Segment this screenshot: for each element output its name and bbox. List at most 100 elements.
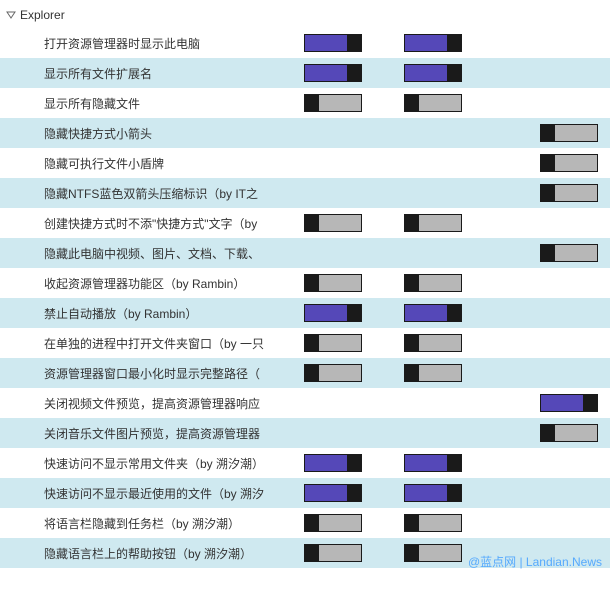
toggle-switch[interactable] (304, 454, 362, 472)
option-label: 隐藏此电脑中视频、图片、文档、下载、 (44, 245, 294, 262)
toggle-switch[interactable] (304, 484, 362, 502)
option-row: 快速访问不显示常用文件夹（by 溯汐潮） (0, 448, 610, 478)
toggle-switch[interactable] (404, 274, 462, 292)
toggle-group (294, 304, 610, 322)
option-row: 禁止自动播放（by Rambin） (0, 298, 610, 328)
toggle-switch[interactable] (540, 154, 598, 172)
toggle-knob (447, 65, 461, 81)
toggle-fill (319, 215, 361, 231)
toggle-switch[interactable] (304, 274, 362, 292)
toggle-switch[interactable] (304, 514, 362, 532)
option-row: 资源管理器窗口最小化时显示完整路径（ (0, 358, 610, 388)
toggle-fill (319, 515, 361, 531)
toggle-knob (541, 425, 555, 441)
toggle-fill (319, 275, 361, 291)
toggle-group (294, 184, 610, 202)
toggle-knob (305, 215, 319, 231)
toggle-group (294, 244, 610, 262)
toggle-fill (405, 305, 447, 321)
option-label: 显示所有文件扩展名 (44, 65, 294, 82)
toggle-switch[interactable] (304, 304, 362, 322)
toggle-knob (541, 185, 555, 201)
toggle-fill (405, 455, 447, 471)
toggle-fill (305, 305, 347, 321)
option-label: 关闭视频文件预览，提高资源管理器响应 (44, 395, 294, 412)
toggle-switch[interactable] (304, 214, 362, 232)
toggle-fill (319, 545, 361, 561)
settings-panel: Explorer 打开资源管理器时显示此电脑显示所有文件扩展名显示所有隐藏文件隐… (0, 0, 610, 568)
toggle-knob (541, 125, 555, 141)
toggle-switch[interactable] (404, 364, 462, 382)
toggle-knob (305, 275, 319, 291)
toggle-group (294, 544, 610, 562)
option-label: 创建快捷方式时不添"快捷方式"文字（by (44, 215, 294, 232)
toggle-fill (419, 365, 461, 381)
option-label: 隐藏NTFS蓝色双箭头压缩标识（by IT之 (44, 185, 294, 202)
option-row: 将语言栏隐藏到任务栏（by 溯汐潮） (0, 508, 610, 538)
toggle-switch[interactable] (404, 454, 462, 472)
toggle-switch[interactable] (404, 64, 462, 82)
toggle-knob (447, 305, 461, 321)
toggle-switch[interactable] (304, 364, 362, 382)
toggle-fill (319, 335, 361, 351)
toggle-fill (541, 395, 583, 411)
option-label: 关闭音乐文件图片预览，提高资源管理器 (44, 425, 294, 442)
toggle-knob (447, 35, 461, 51)
toggle-switch[interactable] (404, 304, 462, 322)
toggle-fill (405, 485, 447, 501)
toggle-knob (305, 515, 319, 531)
toggle-knob (305, 365, 319, 381)
toggle-knob (541, 245, 555, 261)
toggle-switch[interactable] (404, 514, 462, 532)
toggle-switch[interactable] (304, 94, 362, 112)
toggle-switch[interactable] (404, 94, 462, 112)
option-label: 将语言栏隐藏到任务栏（by 溯汐潮） (44, 515, 294, 532)
toggle-switch[interactable] (304, 544, 362, 562)
toggle-switch[interactable] (540, 184, 598, 202)
toggle-fill (319, 95, 361, 111)
toggle-switch[interactable] (304, 64, 362, 82)
toggle-switch[interactable] (304, 34, 362, 52)
toggle-fill (419, 335, 461, 351)
section-header[interactable]: Explorer (0, 6, 610, 28)
toggle-switch[interactable] (540, 394, 598, 412)
toggle-group (294, 94, 610, 112)
toggle-knob (347, 65, 361, 81)
toggle-switch[interactable] (540, 244, 598, 262)
toggle-switch[interactable] (404, 334, 462, 352)
option-label: 显示所有隐藏文件 (44, 95, 294, 112)
toggle-switch[interactable] (404, 544, 462, 562)
toggle-fill (555, 155, 597, 171)
collapse-icon[interactable] (6, 10, 16, 20)
option-row: 隐藏此电脑中视频、图片、文档、下载、 (0, 238, 610, 268)
toggle-knob (405, 515, 419, 531)
toggle-fill (419, 215, 461, 231)
option-row: 隐藏可执行文件小盾牌 (0, 148, 610, 178)
toggle-knob (305, 545, 319, 561)
toggle-knob (405, 95, 419, 111)
option-row: 隐藏NTFS蓝色双箭头压缩标识（by IT之 (0, 178, 610, 208)
toggle-switch[interactable] (404, 214, 462, 232)
toggle-group (294, 514, 610, 532)
toggle-knob (347, 455, 361, 471)
toggle-knob (405, 335, 419, 351)
toggle-knob (405, 215, 419, 231)
option-row: 在单独的进程中打开文件夹窗口（by 一只 (0, 328, 610, 358)
toggle-switch[interactable] (540, 424, 598, 442)
toggle-switch[interactable] (404, 484, 462, 502)
toggle-switch[interactable] (540, 124, 598, 142)
option-row: 隐藏快捷方式小箭头 (0, 118, 610, 148)
option-row: 快速访问不显示最近使用的文件（by 溯汐 (0, 478, 610, 508)
toggle-switch[interactable] (404, 34, 462, 52)
toggle-knob (305, 95, 319, 111)
toggle-fill (305, 455, 347, 471)
toggle-switch[interactable] (304, 334, 362, 352)
toggle-fill (405, 35, 447, 51)
toggle-knob (347, 485, 361, 501)
toggle-fill (305, 65, 347, 81)
option-label: 收起资源管理器功能区（by Rambin） (44, 275, 294, 292)
toggle-fill (305, 35, 347, 51)
toggle-fill (555, 425, 597, 441)
option-row: 显示所有隐藏文件 (0, 88, 610, 118)
option-label: 隐藏快捷方式小箭头 (44, 125, 294, 142)
